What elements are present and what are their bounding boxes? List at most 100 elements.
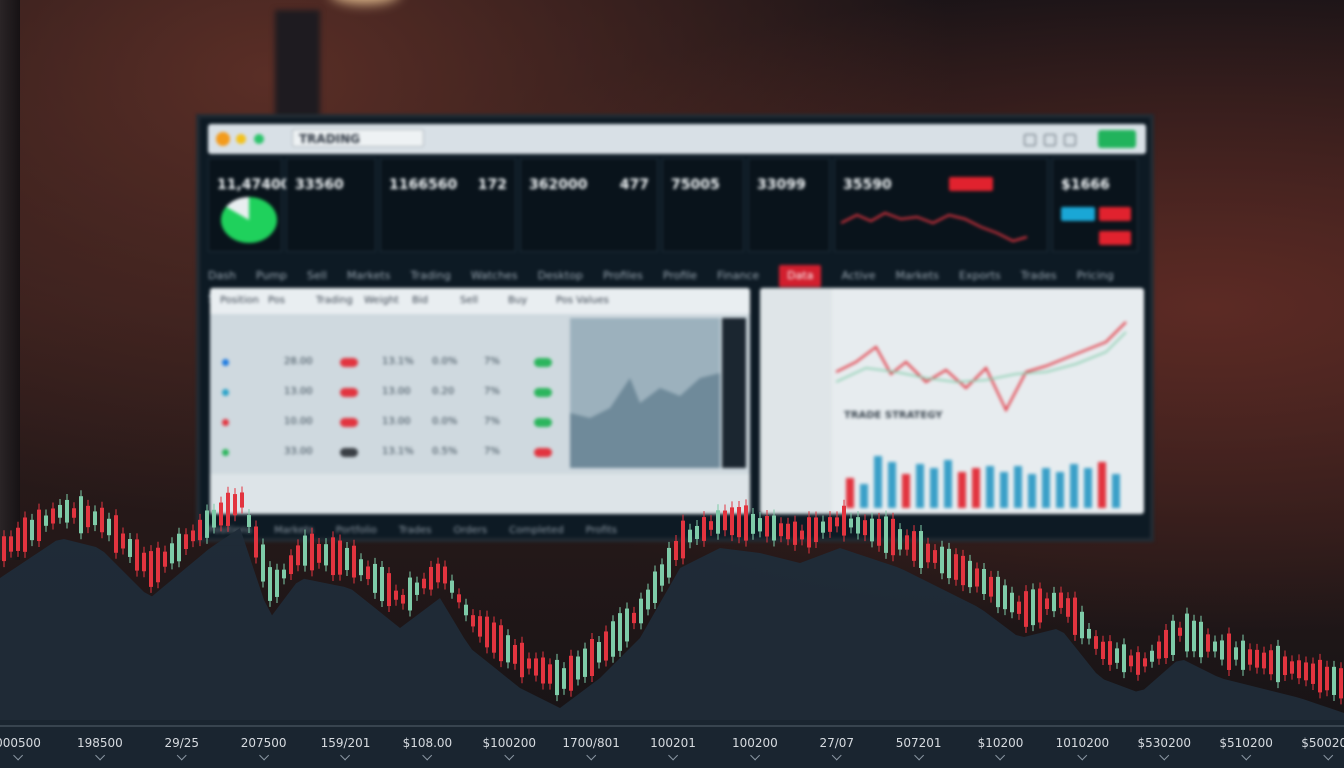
nav-item[interactable]: Markets [346,269,391,282]
candlestick [254,520,258,564]
nav-item[interactable]: Markets [895,269,940,282]
sell-button[interactable] [1099,207,1131,221]
search-icon[interactable] [1024,134,1036,146]
column-header[interactable]: Position [220,295,259,306]
footer-tab[interactable]: Completed [509,525,564,536]
candlestick [128,533,132,563]
stat-card-1: 11,47400 [208,158,291,252]
candlestick [905,529,909,556]
nav-item[interactable]: Data [779,265,822,287]
column-header[interactable]: Trading [316,295,353,306]
stat-card-3: 1166560 172 [380,158,516,252]
nav-item[interactable]: Trading [410,269,451,282]
nav-item[interactable]: Active [841,269,876,282]
candlestick [485,610,489,654]
candlestick [884,510,888,559]
table-row[interactable]: 28.00 13.1% 0.0% 7% [218,350,562,374]
chart-sidebar [760,288,832,514]
candlestick [604,625,608,667]
pillar [275,10,320,130]
candlestick [807,511,811,554]
stat-card-6: 33099 [748,158,830,252]
table-cell: 7% [484,386,500,397]
candlestick [821,515,825,539]
candlestick [1283,650,1287,682]
stat-card-2: 33560 [286,158,376,252]
close-button[interactable] [1099,231,1131,245]
candlestick [1024,585,1028,633]
column-header[interactable]: Pos Values [556,295,609,306]
candlestick [737,501,741,544]
sell-badge[interactable] [949,177,993,191]
footer-tab[interactable]: Profits [585,525,617,536]
table-row[interactable]: 10.00 13.00 0.0% 7% [218,410,562,434]
table-row[interactable]: 13.00 13.00 0.20 7% [218,380,562,404]
table-header: Position Pos Trading Weight Bid Sell Buy Pos Va… [210,288,750,314]
x-axis-tick-label: 1010200 [1055,736,1110,750]
column-header[interactable]: Buy [508,295,528,306]
column-header[interactable]: Pos [268,295,286,306]
footer-tab[interactable]: Positions [208,525,253,536]
candlestick [366,560,370,586]
candlestick [478,610,482,643]
nav-item[interactable]: Finance [717,269,760,282]
candlestick [835,511,839,533]
stat-card-4: 362000 477 [520,158,658,252]
candlestick [415,576,419,601]
candlestick [282,563,286,585]
candlestick [583,642,587,683]
candlestick [744,499,748,547]
candlestick [1066,592,1070,623]
footer-tab[interactable]: Portfolio [335,525,377,536]
footer-tab[interactable]: Trades [398,525,432,536]
footer-tab[interactable]: Orders [453,525,488,536]
bell-icon[interactable] [1044,134,1056,146]
candlestick [926,537,930,569]
candlestick [72,502,76,524]
column-header[interactable]: Weight [364,295,399,306]
candlestick [79,490,83,540]
candlestick [863,514,867,542]
nav-item[interactable]: Sell [307,269,327,282]
candlestick [289,549,293,581]
nav-item[interactable]: Profile [662,269,698,282]
nav-item[interactable]: Trades [1020,269,1057,282]
candlestick [163,545,167,573]
candlestick [520,636,524,684]
footer-tab[interactable]: Markets [274,525,314,536]
status-pill [340,358,358,367]
x-axis-tick-label: $510200 [1219,736,1273,750]
table-row[interactable]: 33.00 13.1% 0.5% 7% [218,440,562,464]
column-header[interactable]: Bid [412,295,428,306]
nav-item[interactable]: Watches [470,269,518,282]
status-pill [340,418,358,427]
candlestick [646,583,650,616]
buy-button[interactable] [1061,207,1095,221]
nav-item[interactable]: Dash [208,269,236,282]
column-header[interactable]: Sell [460,295,479,306]
candlestick [961,549,965,592]
candlestick [1325,660,1329,697]
nav-item[interactable]: Profiles [602,269,643,282]
trade-button[interactable] [1098,130,1136,148]
candlestick [1087,622,1091,645]
candlestick [667,541,671,584]
candlestick [359,553,363,582]
nav-item[interactable]: Pump [255,269,288,282]
asset-icon [222,419,229,426]
nav-bar: Dash Pump Sell Markets Trading Watches Desktop… [208,264,1146,305]
candlestick [492,616,496,659]
table-cell: 7% [484,356,500,367]
nav-item[interactable]: Desktop [537,269,583,282]
candlestick [562,662,566,695]
asset-icon [222,389,229,396]
stat-value-secondary: 172 [477,177,507,193]
nav-item[interactable]: Pricing [1076,269,1114,282]
nav-item[interactable]: Exports [959,269,1001,282]
candlestick [373,557,377,599]
candlestick [1045,592,1049,616]
candlestick [982,562,986,601]
candlestick [1178,621,1182,642]
candlestick [569,649,573,697]
settings-icon[interactable] [1064,134,1076,146]
